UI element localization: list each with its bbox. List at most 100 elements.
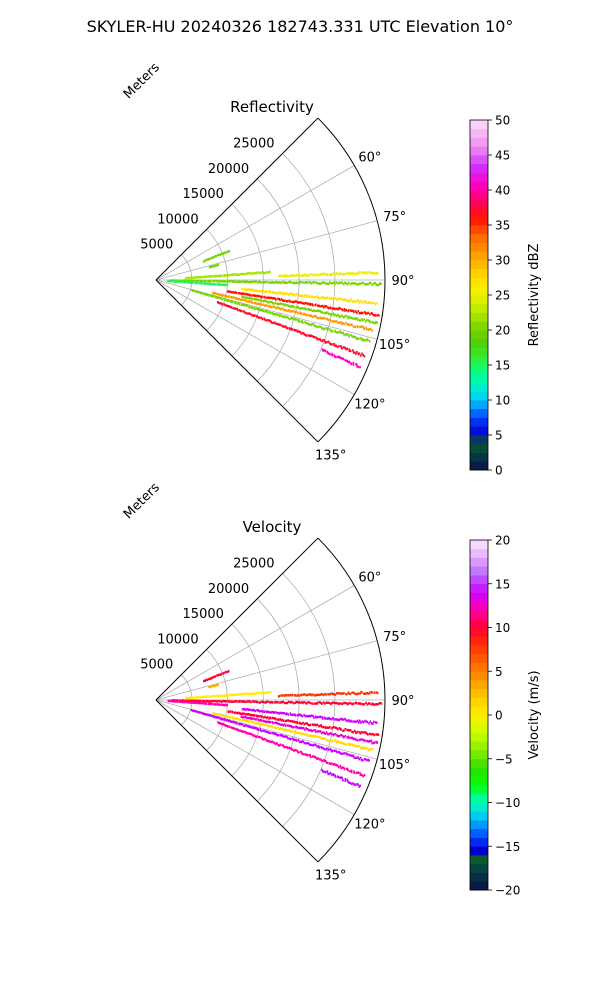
data-point: [341, 315, 344, 318]
data-point: [373, 313, 376, 317]
data-point: [187, 279, 190, 282]
data-point: [315, 743, 317, 747]
data-point: [346, 693, 348, 696]
data-point: [308, 753, 310, 757]
data-point: [281, 744, 284, 747]
data-point: [343, 316, 345, 319]
colorbar-segment: [470, 435, 488, 445]
data-point: [321, 693, 323, 696]
data-point: [366, 312, 368, 315]
data-point: [379, 282, 381, 285]
data-point: [350, 298, 352, 301]
data-point: [233, 273, 236, 276]
data-point: [339, 727, 341, 731]
data-point: [240, 723, 243, 726]
data-point: [313, 723, 316, 726]
data-point: [284, 325, 287, 328]
data-point: [341, 718, 343, 721]
data-point: [225, 283, 227, 286]
data-point: [332, 307, 334, 310]
colorbar-segment: [470, 312, 488, 322]
data-point: [245, 708, 248, 711]
data-point: [294, 329, 297, 332]
data-point: [353, 310, 355, 314]
data-point: [373, 691, 376, 694]
data-point: [365, 739, 367, 743]
data-point: [203, 292, 206, 296]
data-point: [360, 336, 362, 340]
data-point: [347, 272, 349, 275]
data-point: [342, 736, 345, 739]
data-point: [270, 320, 272, 324]
data-point: [246, 293, 248, 296]
azimuth-gridline: [155, 585, 355, 701]
data-point: [344, 779, 347, 783]
data-ray: [217, 721, 366, 778]
data-point: [322, 281, 324, 285]
data-point: [290, 730, 293, 734]
data-point: [194, 290, 197, 293]
data-point: [213, 275, 216, 278]
data-point: [199, 281, 201, 285]
data-point: [248, 732, 251, 735]
data-point: [278, 744, 281, 747]
data-point: [258, 280, 260, 283]
data-point: [269, 690, 272, 694]
data-point: [311, 295, 314, 299]
data-point: [336, 764, 339, 767]
data-point: [299, 294, 302, 297]
data-point: [268, 717, 270, 720]
data-point: [350, 754, 352, 757]
data-point: [220, 280, 223, 283]
data-point: [213, 280, 215, 283]
data-point: [362, 720, 365, 724]
data-point: [263, 729, 265, 732]
data-point: [327, 296, 329, 299]
data-point: [322, 693, 325, 697]
data-point: [251, 733, 253, 736]
data-point: [247, 280, 250, 284]
data-point: [227, 715, 229, 718]
data-point: [369, 321, 372, 324]
data-point: [355, 771, 358, 775]
colorbar-segment: [470, 706, 488, 716]
colorbar-segment: [470, 723, 488, 733]
data-point: [267, 311, 270, 314]
data-point: [357, 744, 360, 748]
data-point: [285, 729, 288, 732]
data-point: [343, 346, 345, 349]
data-point: [245, 299, 247, 302]
data-point: [238, 297, 240, 301]
data-point: [283, 712, 286, 715]
data-point: [225, 251, 228, 254]
data-point: [205, 293, 207, 296]
data-point: [306, 308, 309, 311]
data-point: [302, 321, 304, 324]
data-point: [344, 743, 347, 746]
data-point: [318, 730, 320, 733]
data-point: [224, 694, 227, 697]
data-ray: [208, 683, 219, 689]
data-point: [241, 700, 243, 703]
data-point: [325, 759, 327, 763]
data-point: [306, 281, 309, 284]
data-point: [359, 745, 361, 748]
data-point: [341, 308, 343, 311]
data-point: [228, 250, 230, 253]
data-point: [301, 306, 304, 310]
data-point: [263, 290, 265, 294]
data-point: [253, 700, 255, 703]
data-point: [331, 330, 334, 333]
data-point: [321, 746, 323, 750]
data-point: [340, 752, 343, 755]
data-point: [347, 323, 350, 326]
data-point: [205, 279, 207, 283]
data-point: [361, 352, 363, 355]
data-point: [374, 303, 377, 306]
data-ray: [212, 712, 374, 752]
data-point: [251, 726, 254, 729]
data-point: [330, 727, 333, 730]
azimuth-gridline: [155, 165, 355, 281]
velocity-data-rays: [167, 669, 383, 788]
data-point: [249, 700, 251, 703]
